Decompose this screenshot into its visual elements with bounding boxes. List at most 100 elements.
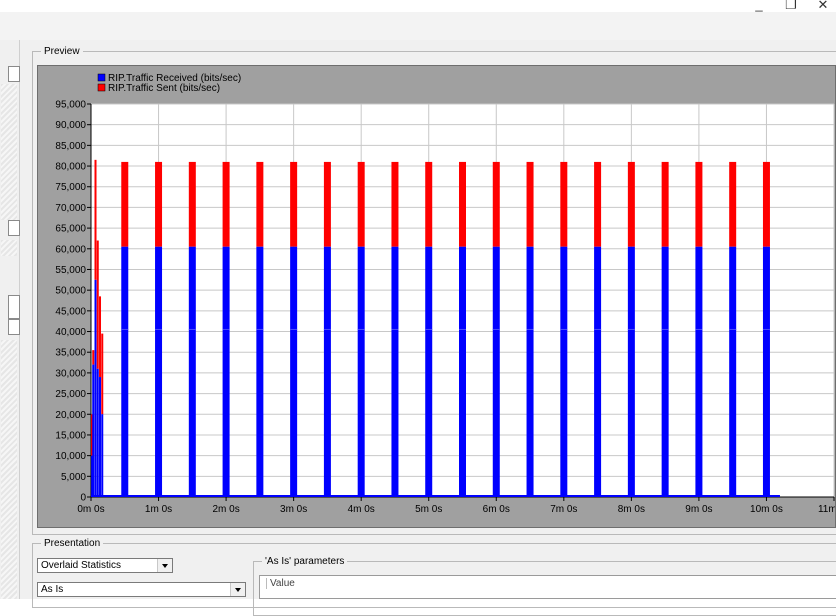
sent-bar (121, 161, 129, 247)
left-hatch-mid (1, 240, 17, 256)
received-bar (594, 246, 602, 497)
sent-bar (695, 161, 703, 247)
received-bar (492, 246, 500, 497)
sent-bar (188, 161, 196, 247)
x-tick-label: 5m 0s (415, 504, 442, 515)
received-bar (526, 246, 534, 497)
received-bar (627, 246, 635, 497)
y-tick-label: 90,000 (55, 120, 86, 131)
y-tick-label: 30,000 (55, 368, 86, 379)
chart-frame: 0 5,000 10,000 15,000 20,000 25,000 30,000 35,0… (37, 65, 836, 528)
y-tick-label: 35,000 (55, 348, 86, 359)
legend-swatch (97, 83, 106, 92)
received-bar (729, 246, 737, 497)
x-tick-label: 2m 0s (212, 504, 239, 515)
received-bar (762, 246, 770, 497)
sent-bar (222, 161, 230, 247)
sent-bar (256, 161, 264, 247)
sent-bar (92, 350, 95, 365)
y-tick-label: 75,000 (55, 182, 86, 193)
received-bar (323, 246, 331, 497)
y-tick-label: 95,000 (55, 100, 86, 111)
received-bar (391, 246, 399, 497)
sent-bar (290, 161, 298, 247)
sent-bar (101, 333, 104, 415)
received-bar (121, 246, 129, 497)
collapse-toggle-top[interactable] (8, 66, 20, 82)
x-tick-label: 1m 0s (145, 504, 172, 515)
y-tick-label: 40,000 (55, 327, 86, 338)
left-panel-strip (0, 40, 20, 599)
sent-bar (594, 161, 602, 247)
y-tick-label: 70,000 (55, 203, 86, 214)
params-table[interactable]: Value (259, 575, 836, 599)
sent-bar (323, 161, 331, 247)
received-bar (459, 246, 466, 497)
received-bar (425, 246, 433, 497)
close-icon[interactable]: ✕ (817, 0, 829, 12)
y-tick-label: 45,000 (55, 306, 86, 317)
x-tick-label: 4m 0s (348, 504, 375, 515)
y-tick-label: 20,000 (55, 410, 86, 421)
sent-bar (425, 161, 433, 247)
received-bar (101, 414, 104, 497)
sent-bar (459, 161, 466, 247)
received-bar (560, 246, 568, 497)
sent-bar (560, 161, 568, 247)
sent-bar (357, 161, 365, 247)
x-tick-label: 9m 0s (685, 504, 712, 515)
statistics-mode-value: Overlaid Statistics (41, 560, 122, 571)
y-tick-label: 85,000 (55, 141, 86, 152)
style-select[interactable]: As Is (37, 582, 246, 597)
received-bar (290, 246, 298, 497)
x-tick-label: 0m 0s (77, 504, 104, 515)
y-tick-label: 25,000 (55, 389, 86, 400)
sent-bar (661, 161, 669, 247)
traffic-chart: 0 5,000 10,000 15,000 20,000 25,000 30,000 35,0… (55, 73, 835, 515)
y-tick-label: 55,000 (55, 265, 86, 276)
restore-icon[interactable]: ❐ (785, 0, 797, 12)
preview-group: Preview (32, 46, 836, 535)
received-bar (695, 246, 703, 497)
received-bar (256, 246, 264, 497)
sent-bar (492, 161, 500, 247)
sent-bar (627, 161, 635, 247)
sent-bar (91, 414, 94, 456)
received-bar (661, 246, 669, 497)
x-tick-label: 6m 0s (483, 504, 510, 515)
sent-bar (94, 159, 97, 280)
received-bar (222, 246, 230, 497)
legend-swatch (97, 73, 106, 82)
received-bar (357, 246, 365, 497)
chevron-down-icon[interactable] (230, 583, 245, 596)
statistics-mode-select[interactable]: Overlaid Statistics (37, 558, 173, 573)
sent-bar (729, 161, 737, 247)
received-bar (99, 377, 102, 497)
y-tick-label: 50,000 (55, 286, 86, 297)
received-bar (92, 364, 95, 497)
received-bar (96, 368, 99, 497)
y-tick-label: 15,000 (55, 430, 86, 441)
y-tick-label: 65,000 (55, 224, 86, 235)
presentation-legend: Presentation (44, 538, 101, 549)
minimize-icon[interactable]: _ (755, 0, 763, 12)
window-controls: _ ❐ ✕ (752, 0, 830, 13)
chevron-down-icon[interactable] (157, 559, 172, 572)
splitter-handle[interactable] (8, 295, 20, 319)
collapse-toggle-lower[interactable] (8, 319, 20, 335)
received-bar (94, 279, 97, 497)
legend-label: RIP.Traffic Received (bits/sec) (108, 73, 241, 84)
params-legend: 'As Is' parameters (265, 556, 345, 567)
sent-bar (155, 161, 163, 247)
y-tick-label: 10,000 (55, 451, 86, 462)
y-tick-label: 5,000 (61, 472, 86, 483)
sent-bar (96, 240, 99, 369)
value-column-header: Value (266, 578, 295, 589)
collapse-toggle-middle[interactable] (8, 220, 20, 236)
left-hatch-bottom (1, 340, 17, 599)
received-bar (91, 455, 94, 497)
top-toolbar-band (0, 12, 836, 40)
received-bar (155, 246, 163, 497)
x-tick-label: 7m 0s (550, 504, 577, 515)
y-tick-label: 60,000 (55, 244, 86, 255)
